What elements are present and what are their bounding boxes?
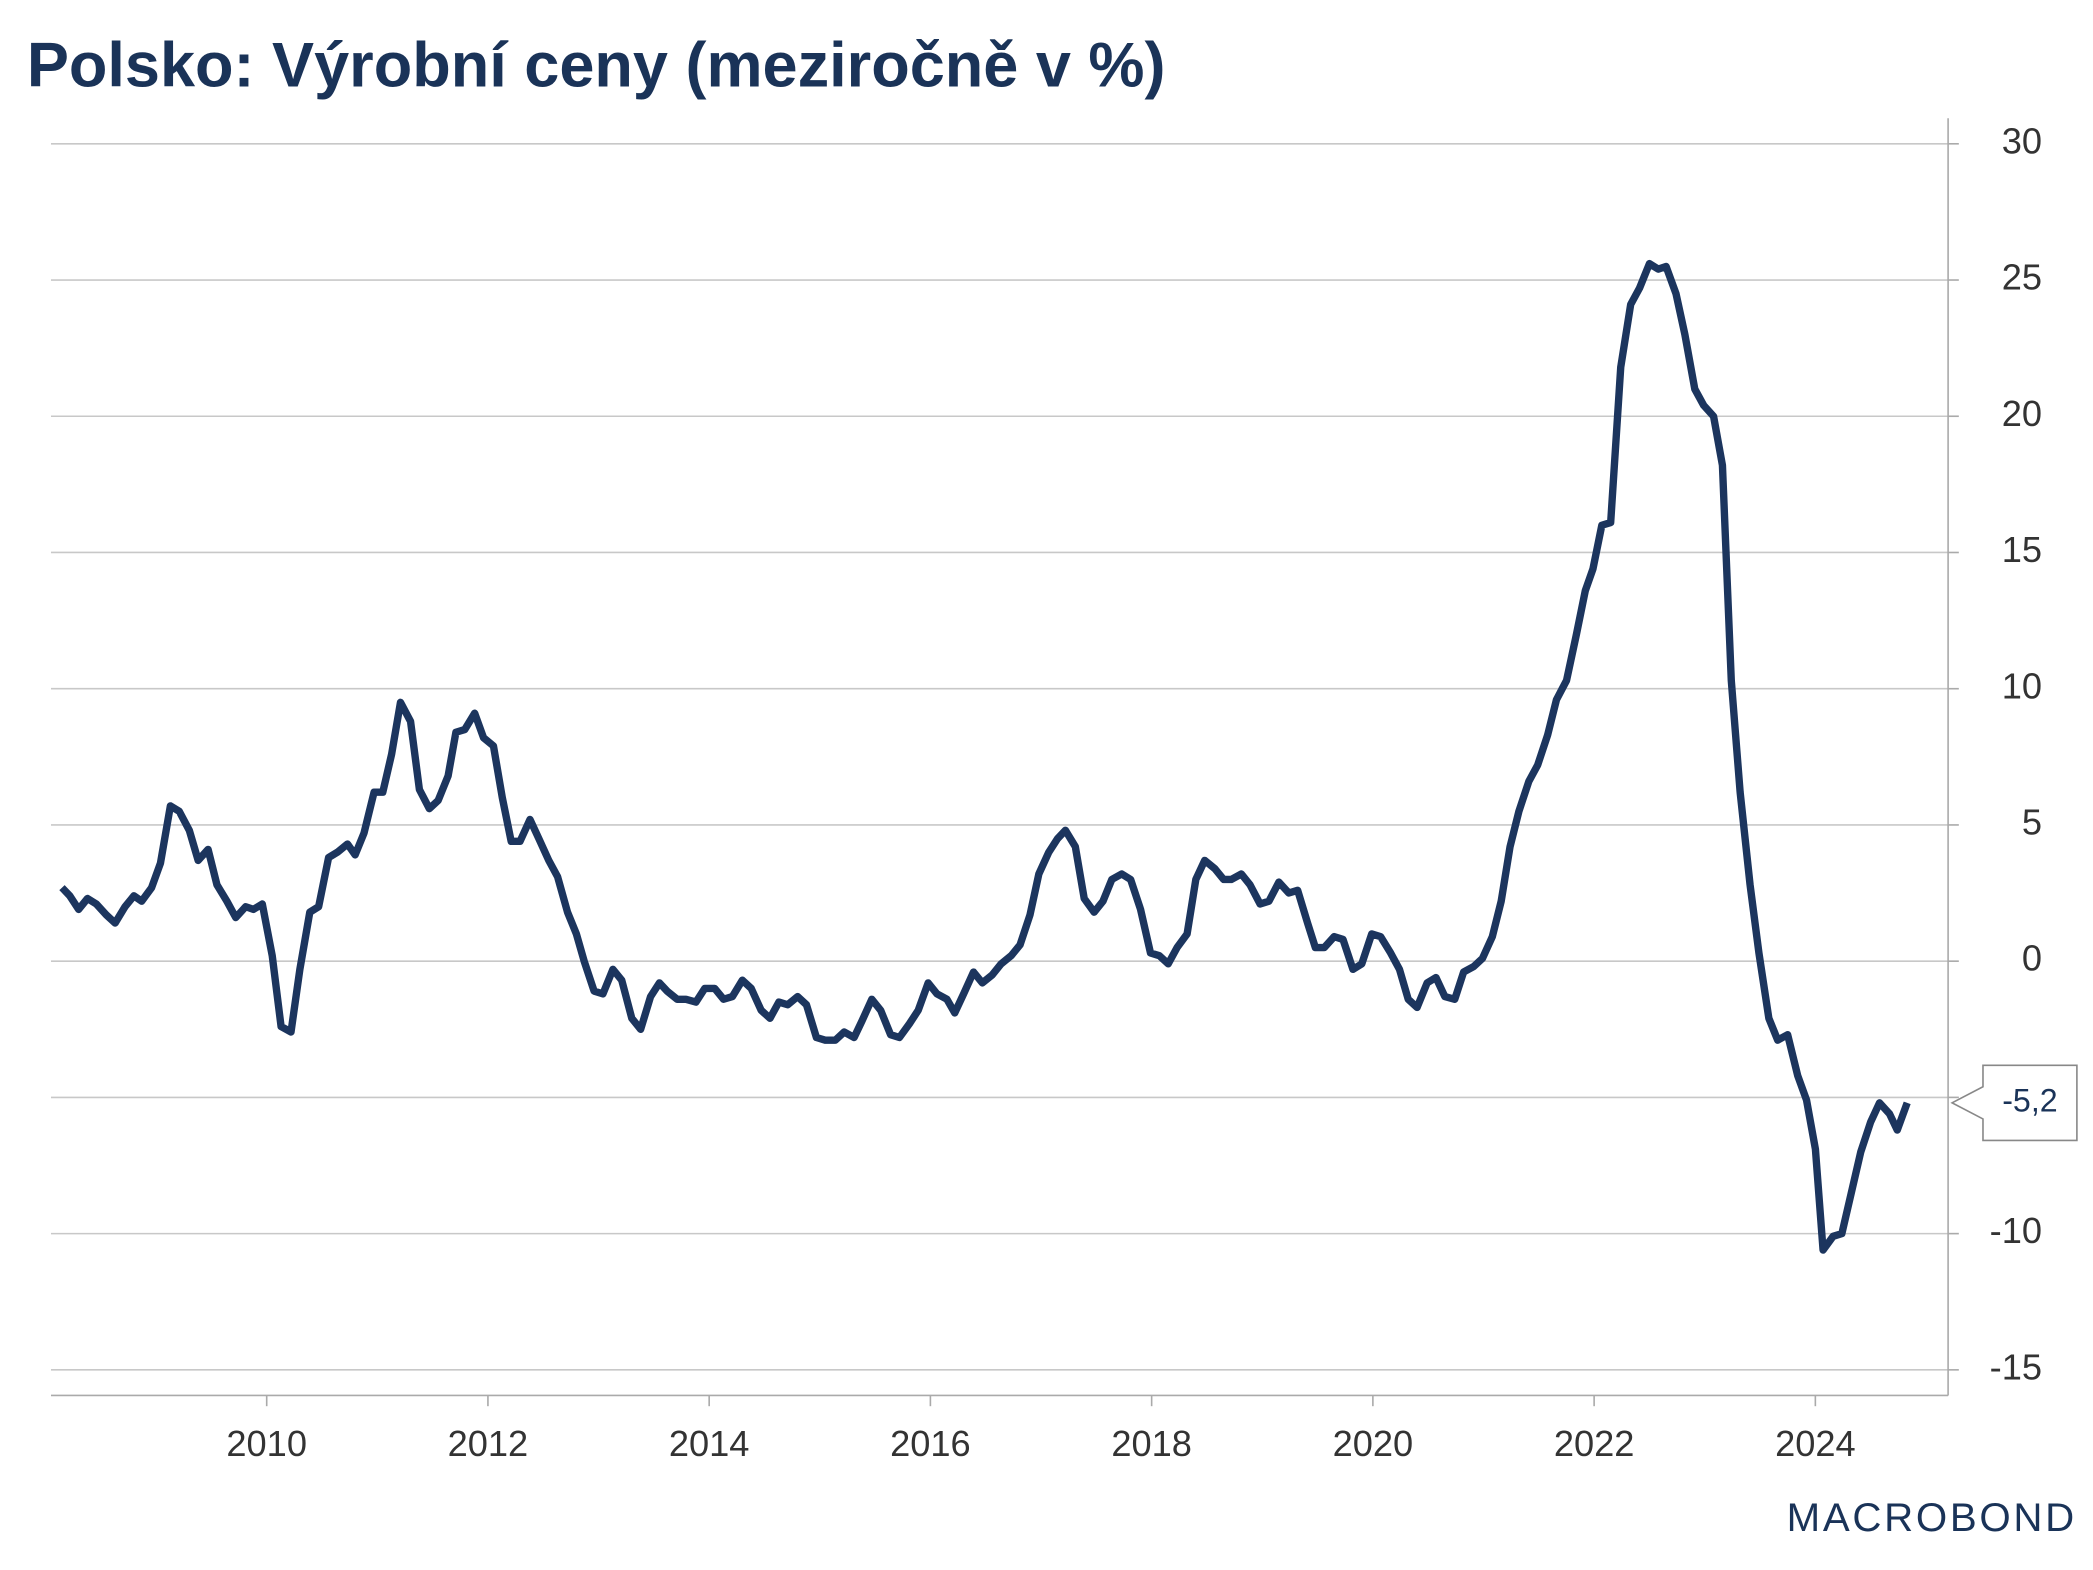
y-tick-label: -15 bbox=[1990, 1346, 2042, 1387]
y-tick-label: 20 bbox=[2002, 393, 2042, 434]
x-tick-label: 2014 bbox=[669, 1423, 750, 1464]
x-tick-label: 2022 bbox=[1554, 1423, 1635, 1464]
data-line bbox=[59, 259, 1911, 1254]
x-tick-label: 2020 bbox=[1333, 1423, 1414, 1464]
x-tick-label: 2018 bbox=[1111, 1423, 1192, 1464]
source-logo: MACROBOND bbox=[1787, 1495, 2077, 1540]
y-tick-label: 15 bbox=[2002, 529, 2042, 570]
y-tick-label: 5 bbox=[2022, 802, 2042, 843]
x-tick-label: 2016 bbox=[890, 1423, 971, 1464]
chart-title: Polsko: Výrobní ceny (meziročně v %) bbox=[27, 31, 1166, 101]
y-tick-label: 10 bbox=[2002, 665, 2042, 706]
x-tick-label: 2010 bbox=[226, 1423, 307, 1464]
x-tick-label: 2012 bbox=[448, 1423, 529, 1464]
y-tick-label: 30 bbox=[2002, 120, 2042, 161]
y-tick-label: 25 bbox=[2002, 257, 2042, 298]
y-tick-label: 0 bbox=[2022, 938, 2042, 979]
value-callout bbox=[1950, 1064, 2078, 1142]
y-tick-label: -10 bbox=[1990, 1210, 2042, 1251]
x-tick-label: 2024 bbox=[1775, 1423, 1856, 1464]
value-callout-label: -5,2 bbox=[2002, 1082, 2057, 1118]
